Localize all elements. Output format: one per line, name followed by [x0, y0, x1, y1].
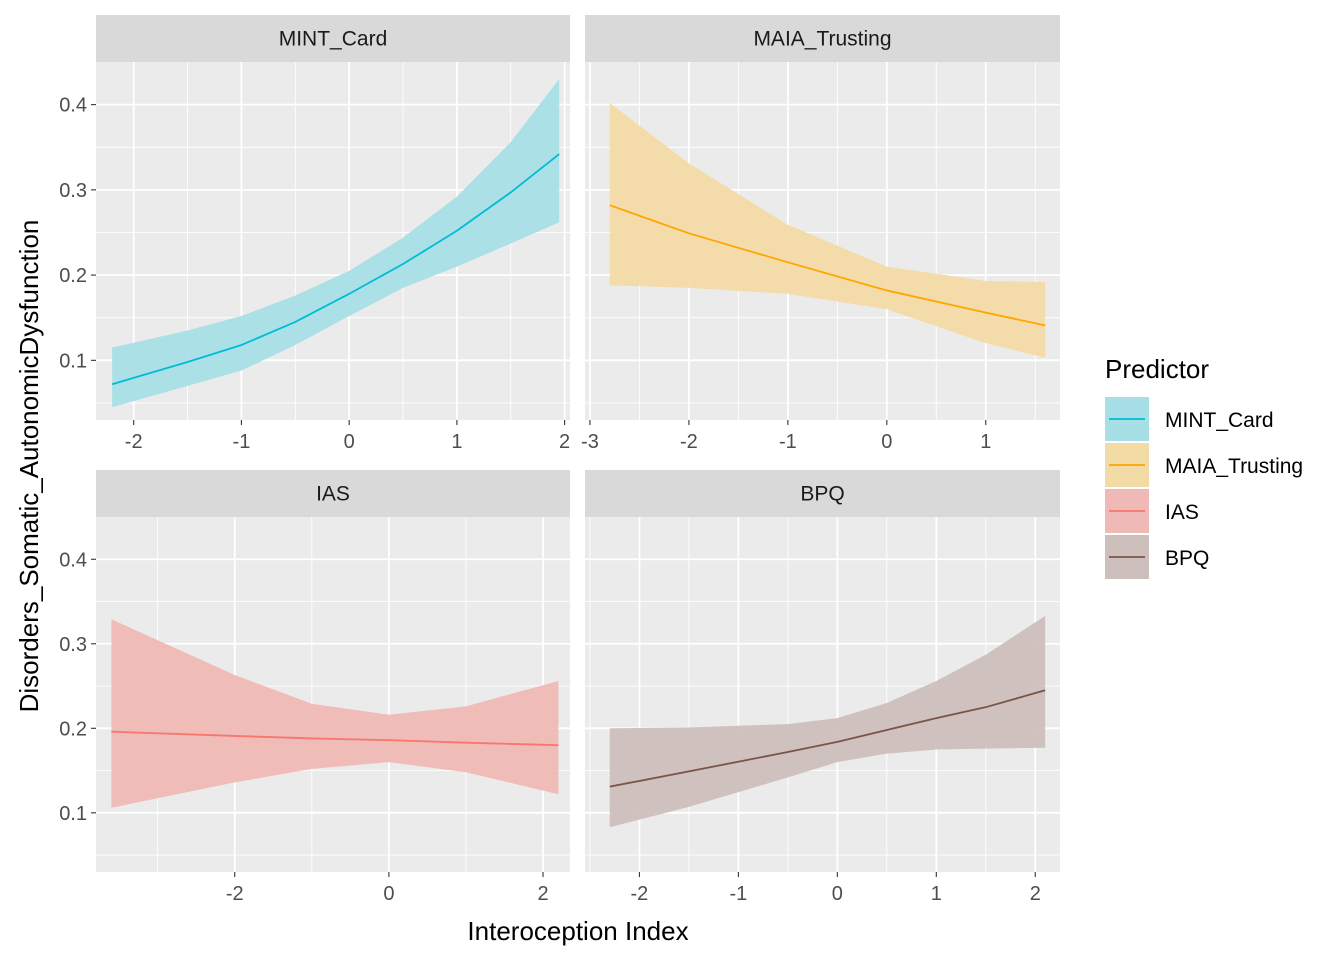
x-tick-label: 2 — [537, 883, 548, 905]
legend-label-mint-card: MINT_Card — [1165, 409, 1274, 432]
x-tick-label: -3 — [581, 431, 599, 453]
x-tick-label: -2 — [125, 431, 143, 453]
y-axis-title: Disorders_Somatic_AutonomicDysfunction — [14, 220, 44, 713]
x-tick-label: -1 — [729, 883, 747, 905]
panel-maia-trusting: MAIA_Trusting -3 -2 -1 0 1 — [581, 15, 1060, 453]
x-tick-label: 2 — [1030, 883, 1041, 905]
y-tick-label: 0.1 — [59, 803, 87, 825]
x-tick-label: -2 — [631, 883, 649, 905]
legend-label-maia-trusting: MAIA_Trusting — [1165, 455, 1303, 478]
x-tick-label: 1 — [980, 431, 991, 453]
panel-bpq: BPQ -2 -1 0 1 2 — [585, 470, 1060, 905]
confidence-band-ias — [111, 619, 559, 808]
legend-label-bpq: BPQ — [1165, 547, 1209, 570]
fit-line-ias — [111, 730, 559, 747]
strip-background — [585, 470, 1060, 517]
legend-label-ias: IAS — [1165, 501, 1199, 524]
panel-ias: IAS -2 0 2 0.1 0.2 0.3 0.4 — [59, 470, 570, 905]
y-tick-label: 0.1 — [59, 350, 87, 372]
x-tick-label: -1 — [779, 431, 797, 453]
y-tick-label: 0.4 — [59, 549, 87, 571]
y-tick-label: 0.3 — [59, 180, 87, 202]
y-tick-label: 0.2 — [59, 265, 87, 287]
y-tick-label: 0.3 — [59, 634, 87, 656]
strip-background — [96, 15, 570, 62]
legend: Predictor MINT_Card MAIA_Trusting IAS BPQ — [1105, 354, 1303, 579]
x-axis-title: Interoception Index — [467, 916, 688, 946]
x-tick-label: 0 — [344, 431, 355, 453]
x-tick-label: 0 — [832, 883, 843, 905]
fit-line-maia-trusting — [609, 204, 1046, 327]
x-tick-label: 1 — [451, 431, 462, 453]
panel-mint-card: MINT_Card -2 -1 0 1 2 0.1 0.2 0.3 0.4 — [59, 15, 570, 453]
y-tick-label: 0.4 — [59, 95, 87, 117]
strip-background — [96, 470, 570, 517]
x-tick-label: 1 — [931, 883, 942, 905]
x-tick-label: -2 — [226, 883, 244, 905]
confidence-band-maia-trusting — [609, 102, 1046, 358]
panels-layer: MINT_Card -2 -1 0 1 2 0.1 0.2 0.3 0.4 MAIA_Trustin… — [59, 15, 1060, 905]
x-tick-label: 0 — [383, 883, 394, 905]
strip-label-ias: IAS — [316, 483, 350, 506]
strip-background — [585, 15, 1060, 62]
confidence-band-bpq — [609, 615, 1046, 828]
x-tick-label: -1 — [233, 431, 251, 453]
x-tick-label: 0 — [881, 431, 892, 453]
y-tick-label: 0.2 — [59, 718, 87, 740]
strip-label-maia-trusting: MAIA_Trusting — [753, 28, 891, 51]
strip-label-bpq: BPQ — [800, 483, 844, 506]
fit-line-bpq — [609, 689, 1046, 788]
legend-title: Predictor — [1105, 354, 1209, 384]
x-tick-label: 2 — [559, 431, 570, 453]
x-tick-label: -2 — [680, 431, 698, 453]
strip-label-mint-card: MINT_Card — [279, 28, 388, 51]
confidence-band-mint-card — [112, 79, 560, 408]
fit-line-mint-card — [111, 153, 560, 386]
